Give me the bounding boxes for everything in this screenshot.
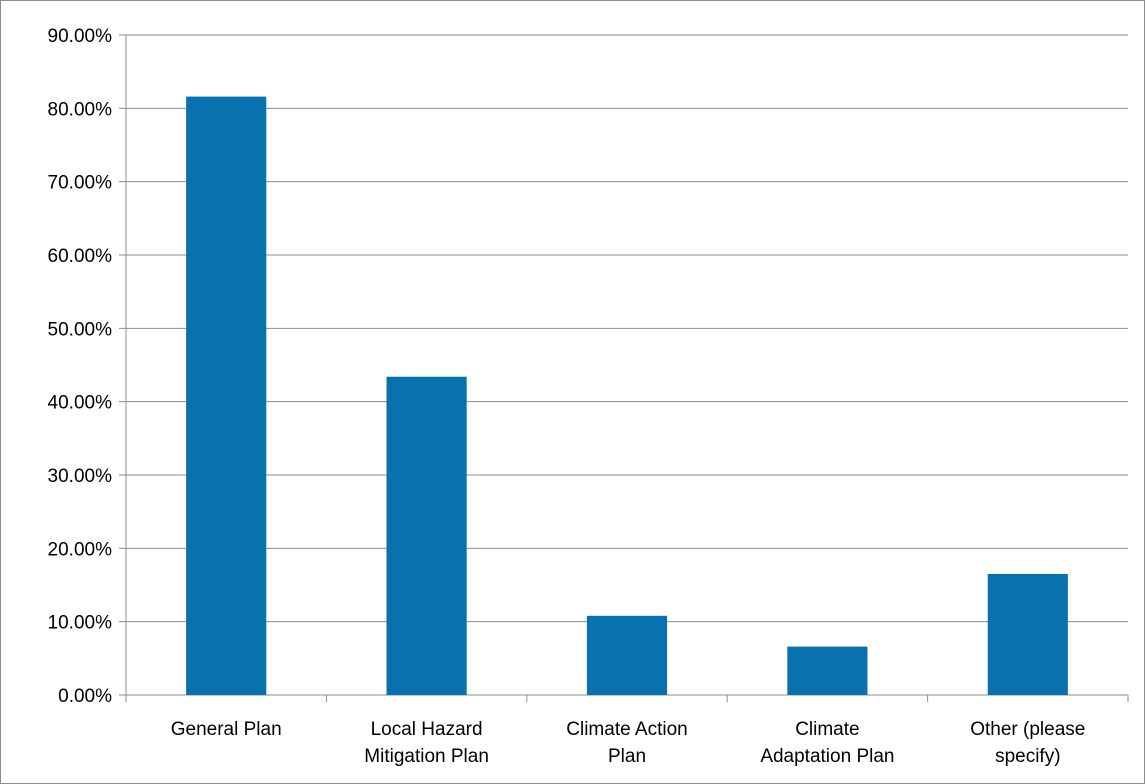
y-tick-label: 50.00% bbox=[48, 319, 113, 340]
y-tick-label: 90.00% bbox=[48, 26, 113, 47]
x-category-label-line: Plan bbox=[608, 746, 646, 767]
bar bbox=[787, 646, 868, 695]
x-category-label-line: Mitigation Plan bbox=[364, 746, 489, 767]
x-category-label-line: specify) bbox=[995, 746, 1060, 767]
x-category-label-line: Climate bbox=[795, 719, 859, 740]
x-category-label: Local Hazard Mitigation Plan bbox=[364, 719, 489, 767]
y-tick-label: 80.00% bbox=[48, 99, 113, 120]
x-category-label-line: Local Hazard bbox=[371, 719, 483, 740]
x-category-label-line: Adaptation Plan bbox=[760, 746, 894, 767]
y-tick-label: 20.00% bbox=[48, 539, 113, 560]
bar bbox=[586, 615, 668, 695]
x-category-label-line: Other (please bbox=[970, 719, 1085, 740]
bar bbox=[186, 96, 267, 696]
y-tick-label: 10.00% bbox=[48, 613, 113, 634]
x-category-label: Climate Action Plan bbox=[566, 719, 687, 767]
x-category-label: Climate Adaptation Plan bbox=[760, 719, 894, 767]
y-tick-label: 60.00% bbox=[48, 246, 113, 267]
x-category-label: General Plan bbox=[171, 719, 282, 740]
x-category-label: Other (please specify) bbox=[970, 719, 1085, 767]
bar bbox=[386, 376, 467, 695]
y-tick-label: 70.00% bbox=[48, 173, 113, 194]
y-tick-label: 40.00% bbox=[48, 393, 113, 414]
x-category-label-line: Climate Action bbox=[566, 719, 687, 740]
x-category-label-line: General Plan bbox=[171, 719, 282, 740]
bar bbox=[987, 574, 1068, 695]
y-tick-label: 30.00% bbox=[48, 466, 113, 487]
y-tick-label: 0.00% bbox=[58, 686, 112, 707]
